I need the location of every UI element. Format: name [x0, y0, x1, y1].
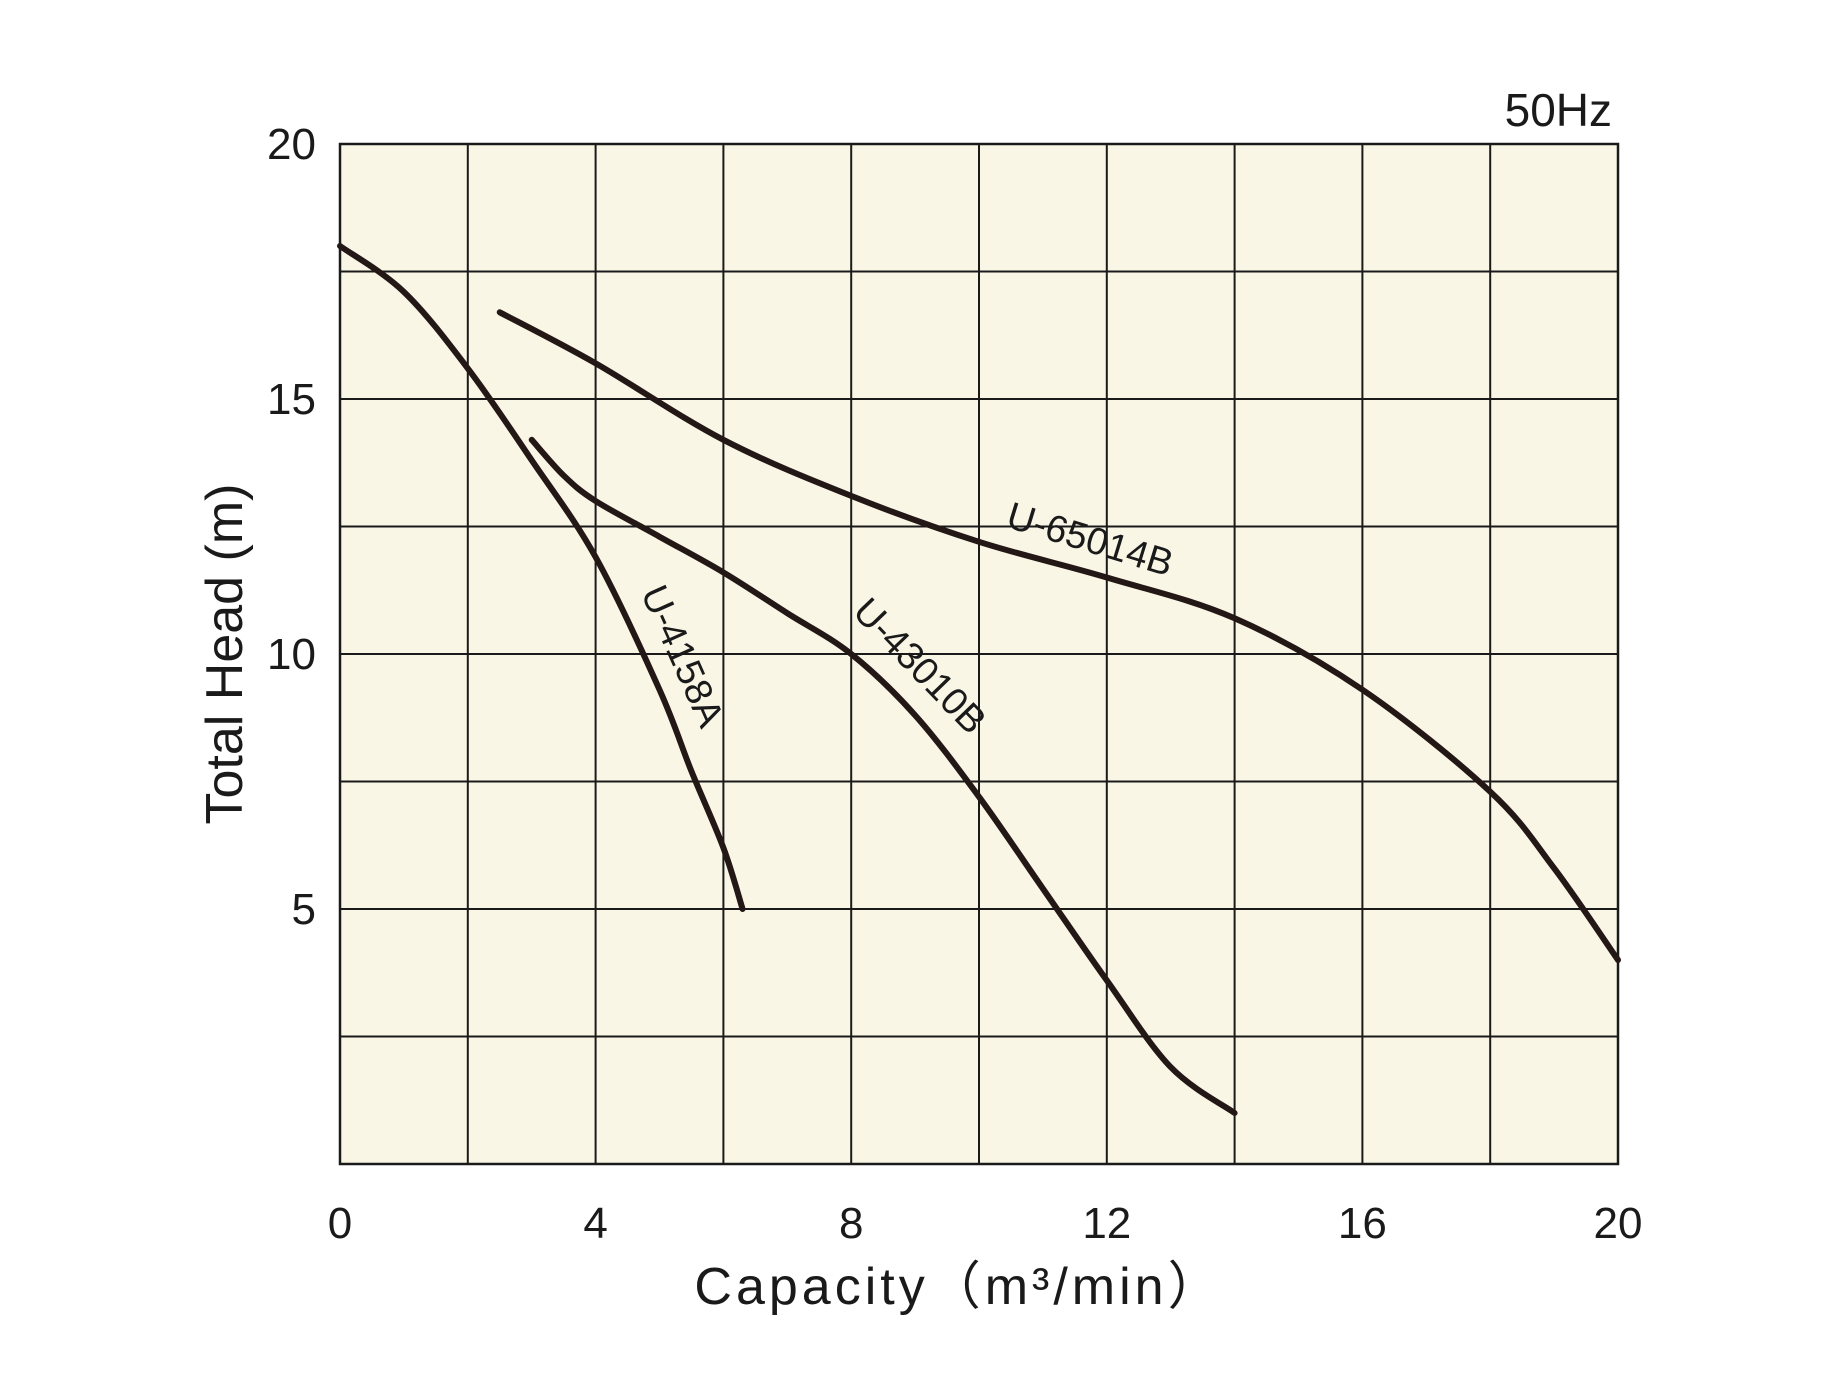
- x-tick-label: 16: [1338, 1199, 1387, 1248]
- y-axis-title: Total Head (m): [196, 484, 254, 825]
- x-tick-label: 12: [1082, 1199, 1131, 1248]
- y-tick-label: 10: [267, 630, 316, 679]
- x-axis-title: Capacity（m³/min）: [694, 1258, 1223, 1316]
- y-tick-label: 15: [267, 375, 316, 424]
- x-tick-label: 4: [583, 1199, 607, 1248]
- x-tick-label: 20: [1594, 1199, 1643, 1248]
- series-line-u-43010b: [528, 436, 1238, 1116]
- series-lines: [337, 243, 1621, 1116]
- series-line-u-4158a: [337, 243, 746, 912]
- tick-labels: 0 4 8 12 16 20 5 10 15 20: [267, 120, 1642, 1248]
- grid: [340, 144, 1618, 1164]
- y-tick-label: 20: [267, 120, 316, 169]
- series-line-u-65014b: [496, 309, 1621, 963]
- y-tick-label: 5: [292, 885, 316, 934]
- x-tick-label: 8: [839, 1199, 863, 1248]
- x-tick-label: 0: [328, 1199, 352, 1248]
- frequency-note: 50Hz: [1505, 84, 1612, 136]
